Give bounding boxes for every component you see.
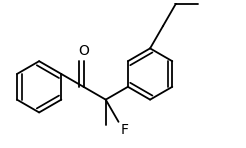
- Text: O: O: [78, 44, 89, 58]
- Text: F: F: [121, 123, 129, 137]
